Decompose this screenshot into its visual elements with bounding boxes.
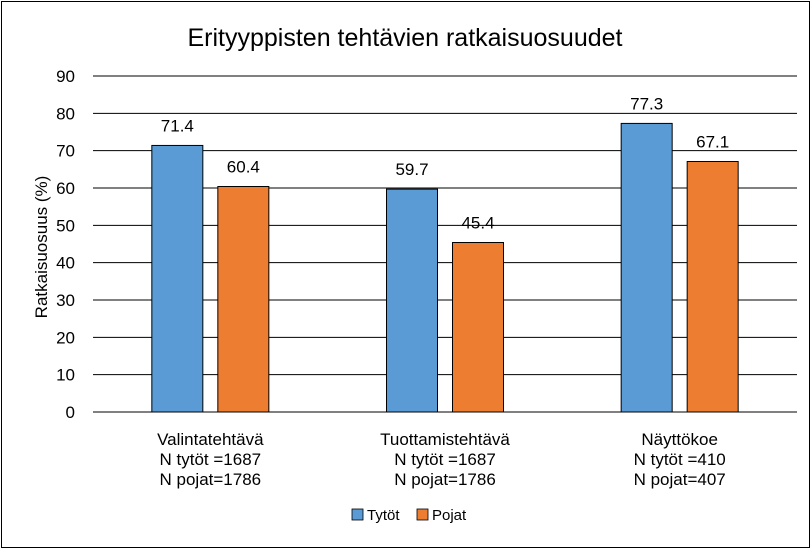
x-tick-label: N pojat=1786 <box>160 470 262 489</box>
y-tick-label: 60 <box>56 179 75 198</box>
y-axis-ticks: 0 10 20 30 40 50 60 70 80 90 <box>56 67 75 422</box>
y-tick-label: 70 <box>56 142 75 161</box>
bar-tytöt-2 <box>386 188 438 413</box>
y-tick-label: 50 <box>56 216 75 235</box>
chart-title: Erityyppisten tehtävien ratkaisuosuudet <box>188 24 623 52</box>
y-axis-label: Ratkaisuosuus (%) <box>32 176 51 319</box>
legend-label: Pojat <box>432 507 467 524</box>
y-tick-label: 10 <box>56 366 75 385</box>
x-tick-label: Valintatehtävä <box>157 430 264 449</box>
legend-label: Tytöt <box>367 507 400 524</box>
y-tick-label: 40 <box>56 254 75 273</box>
y-tick-label: 30 <box>56 291 75 310</box>
y-tick-label: 90 <box>56 67 75 86</box>
bar-pojat-3 <box>686 160 739 413</box>
data-label: 71.4 <box>161 116 194 135</box>
data-label: 77.3 <box>630 94 663 113</box>
x-tick-label: N tytöt =1687 <box>394 450 496 469</box>
data-label: 67.1 <box>696 132 729 151</box>
data-label: 60.4 <box>227 158 260 177</box>
data-labels: 71.4 60.4 59.7 45.4 77.3 67.1 <box>161 94 729 232</box>
y-tick-label: 80 <box>56 104 75 123</box>
x-tick-label: Tuottamistehtävä <box>380 430 510 449</box>
y-tick-label: 0 <box>66 403 75 422</box>
x-tick-label: N tytöt =410 <box>634 450 726 469</box>
bar-pojat-1 <box>217 186 270 413</box>
y-tick-label: 20 <box>56 328 75 347</box>
data-label: 45.4 <box>461 214 494 233</box>
x-tick-label: N pojat=1786 <box>394 470 496 489</box>
legend: Tytöt Pojat <box>351 507 467 524</box>
x-tick-label: N pojat=407 <box>634 470 726 489</box>
data-label: 59.7 <box>395 160 428 179</box>
x-tick-label: Näyttökoe <box>641 430 718 449</box>
legend-swatch-tytöt <box>351 508 364 521</box>
bar-pojat-2 <box>452 242 504 413</box>
legend-swatch-pojat <box>416 508 429 521</box>
gridlines <box>93 75 797 413</box>
bars <box>151 122 739 413</box>
bar-tytöt-3 <box>620 122 673 413</box>
x-tick-label: N tytöt =1687 <box>160 450 262 469</box>
bar-tytöt-1 <box>151 144 204 413</box>
